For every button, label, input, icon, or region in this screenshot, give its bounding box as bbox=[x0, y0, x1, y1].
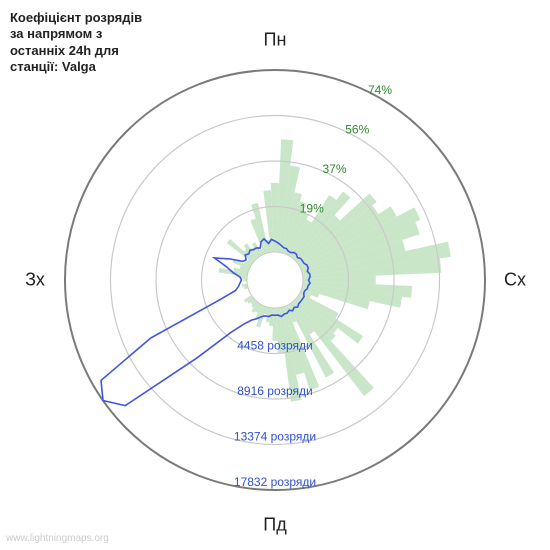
green-ring-label: 37% bbox=[322, 162, 346, 176]
green-ring-label: 74% bbox=[368, 83, 392, 97]
green-ring-label: 56% bbox=[345, 123, 369, 137]
blue-ring-label: 8916 розряди bbox=[237, 384, 313, 398]
compass-west: Зх bbox=[25, 270, 45, 291]
green-ring-label: 19% bbox=[300, 201, 324, 215]
blue-ring-label: 4458 розряди bbox=[237, 339, 313, 353]
compass-north: Пн bbox=[264, 30, 287, 51]
blue-ring-label: 17832 розряди bbox=[234, 475, 316, 489]
compass-east: Сх bbox=[504, 270, 526, 291]
blue-ring-label: 13374 розряди bbox=[234, 430, 316, 444]
compass-south: Пд bbox=[263, 515, 286, 536]
polar-chart: 19% 37% 56% 74% 4458 розряди 8916 розряди 1337… bbox=[0, 0, 550, 550]
